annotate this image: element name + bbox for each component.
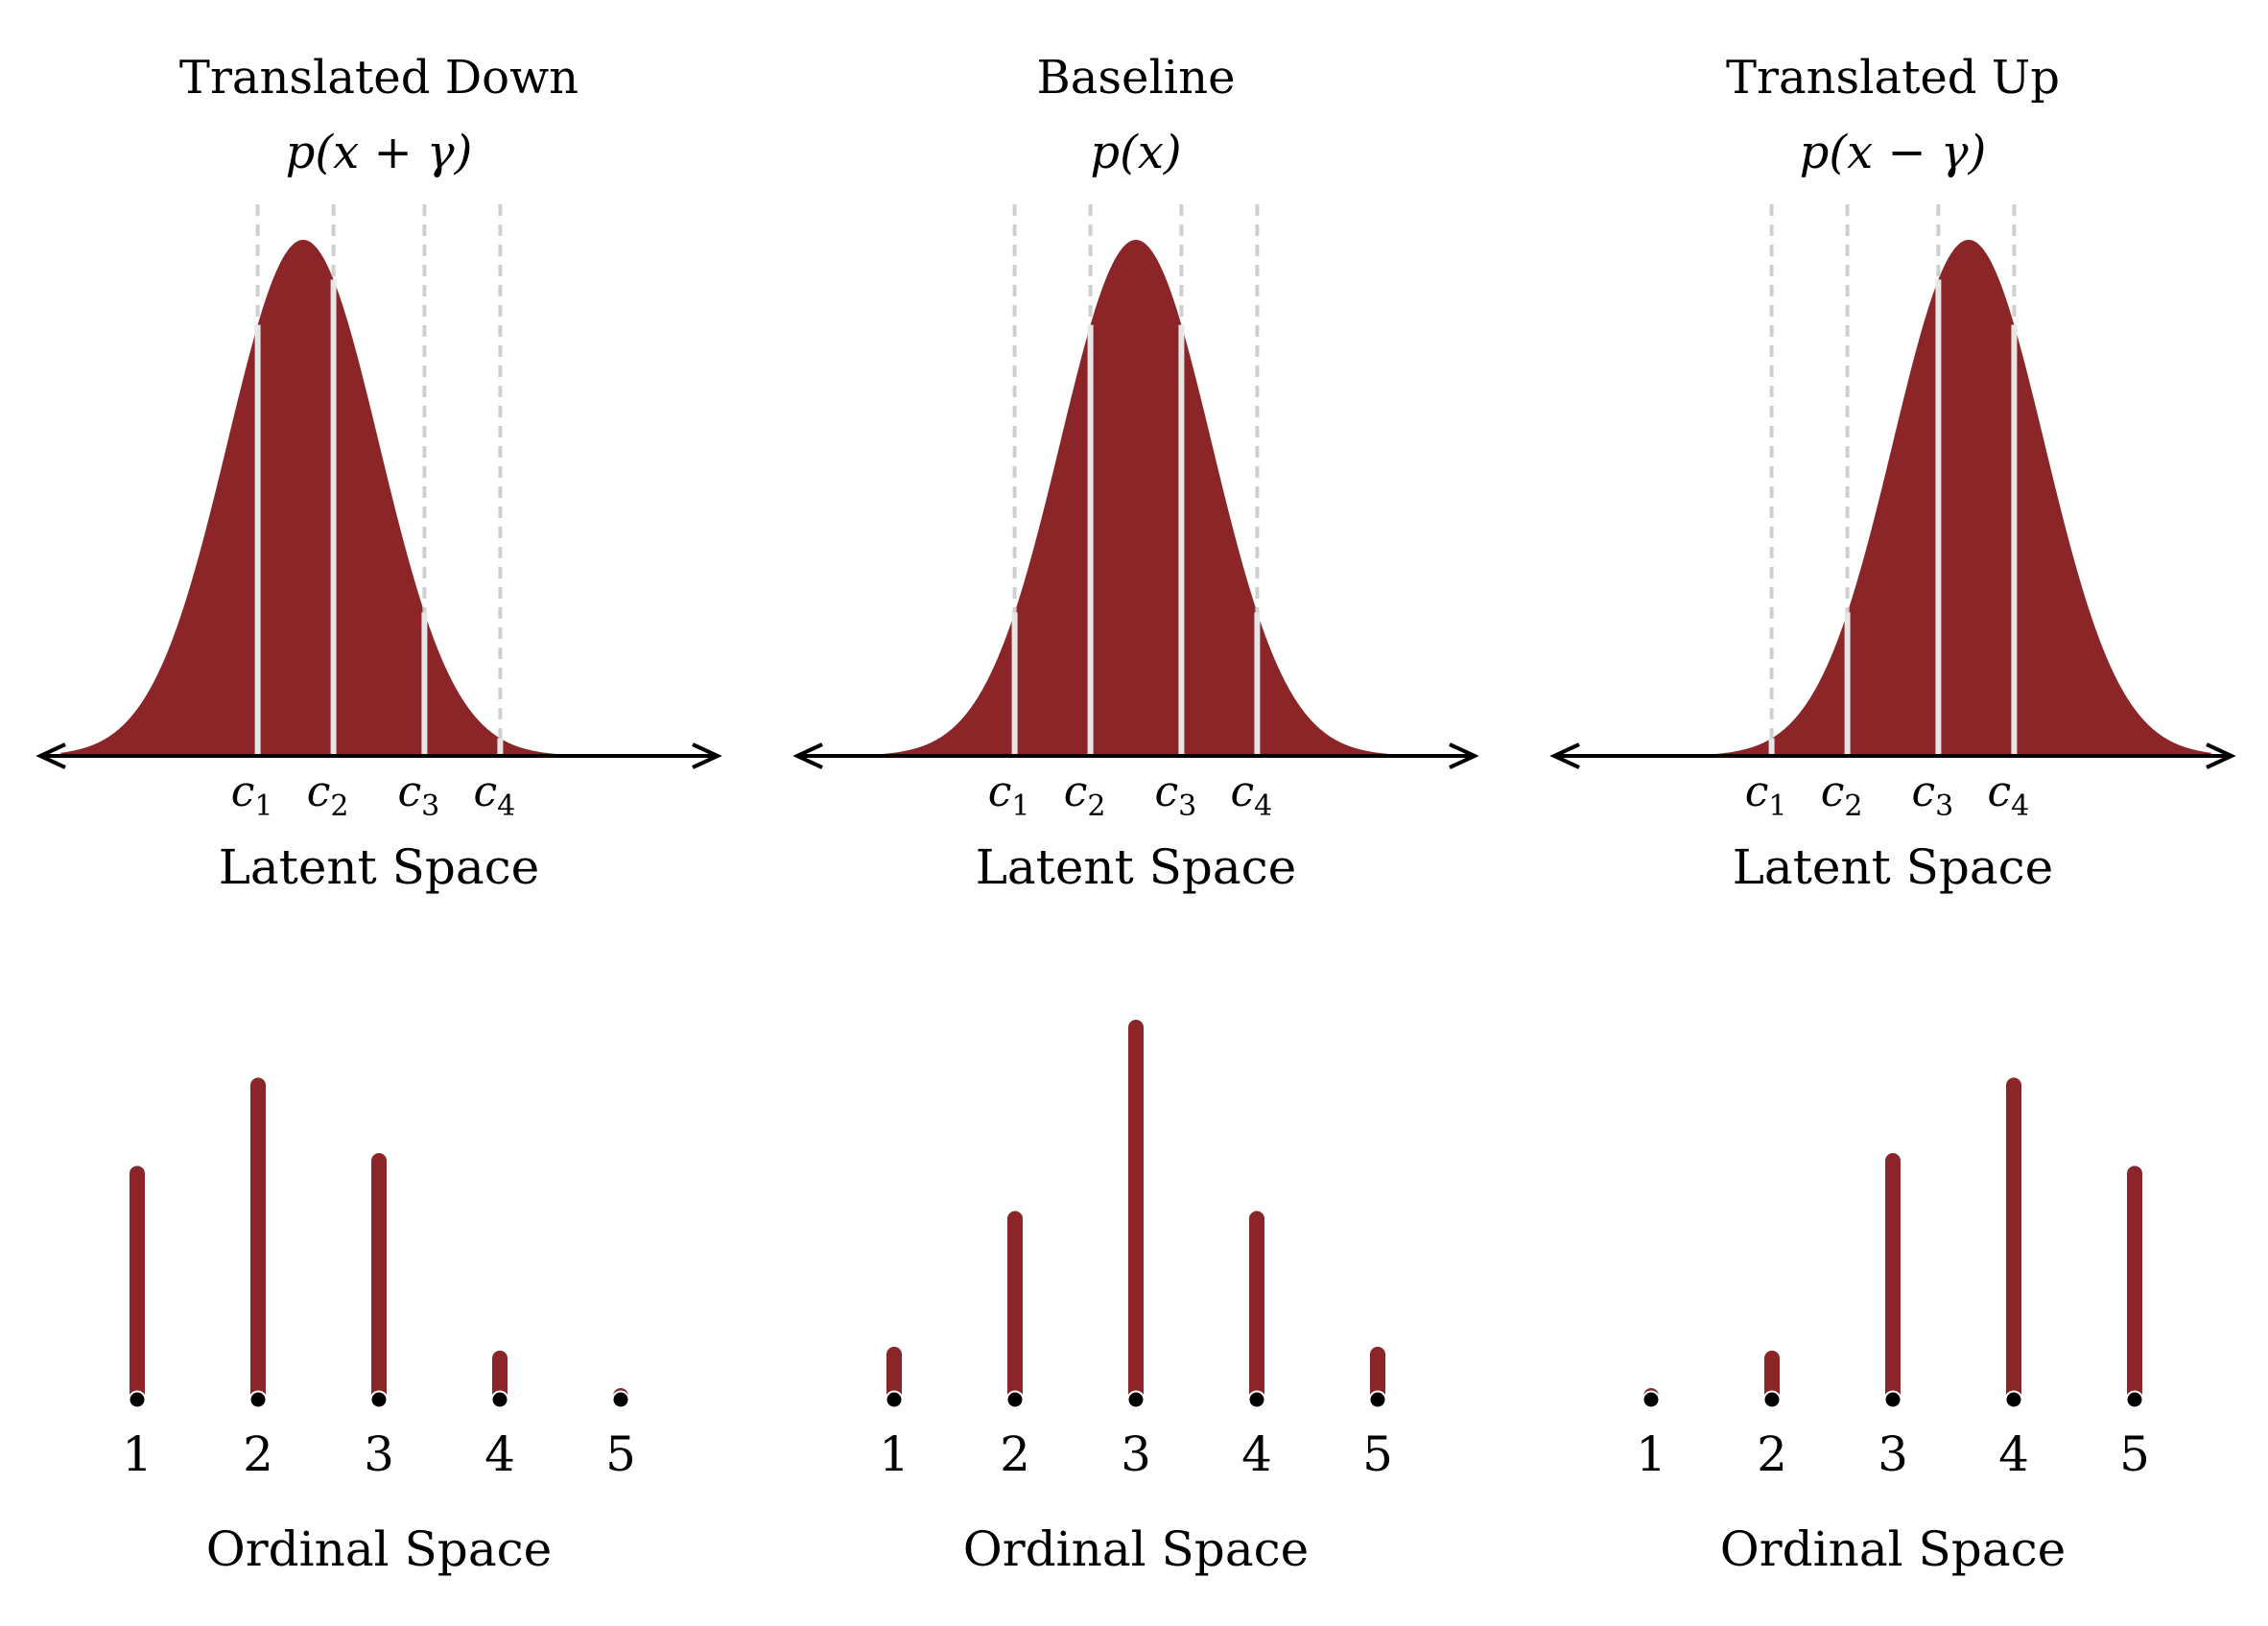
ordinal-point-2 [1005, 1390, 1025, 1409]
category-label-1: 1 [122, 1426, 153, 1482]
panel-formula: p(x) [1090, 126, 1181, 179]
ordinal-point-4 [490, 1390, 509, 1409]
category-label-4: 4 [1998, 1426, 2029, 1482]
panel-title: Translated Down [179, 51, 579, 105]
ordinal-point-5 [611, 1390, 630, 1409]
panel-baseline: Baseline p(x) c1 c2 c3 c4 Latent Space 1 2 3 4 5 Ord… [792, 51, 1479, 1577]
cutpoint-label-1: c1 [231, 767, 273, 823]
latent-space-label: Latent Space [219, 839, 540, 895]
latent-density [817, 240, 1454, 756]
category-label-4: 4 [484, 1426, 515, 1482]
cutpoint-label-2: c2 [1064, 767, 1106, 823]
cutpoint-label-1: c1 [988, 767, 1030, 823]
ordinal-point-3 [1883, 1390, 1902, 1409]
panel-formula: p(x − γ) [1800, 126, 1987, 179]
left-arrow-icon [35, 742, 66, 769]
cutpoint-label-4: c4 [474, 767, 516, 823]
ordinal-point-5 [2125, 1390, 2144, 1409]
category-label-1: 1 [879, 1426, 910, 1482]
category-label-4: 4 [1241, 1426, 1272, 1482]
category-label-3: 3 [1878, 1426, 1908, 1482]
cutpoint-label-2: c2 [1821, 767, 1863, 823]
ordinal-space-label: Ordinal Space [206, 1521, 552, 1577]
ordinal-point-1 [885, 1390, 904, 1409]
category-label-3: 3 [364, 1426, 394, 1482]
ordinal-point-3 [1126, 1390, 1146, 1409]
cutpoint-label-3: c3 [398, 767, 440, 823]
ordinal-point-2 [1762, 1390, 1782, 1409]
ordinal-point-2 [248, 1390, 268, 1409]
latent-density [1574, 240, 2211, 756]
panel-translated-up: Translated Up p(x − γ) c1 c2 c3 c4 Latent Spac… [1549, 51, 2236, 1577]
panel-title: Translated Up [1726, 51, 2060, 105]
category-label-1: 1 [1636, 1426, 1666, 1482]
cutpoint-label-4: c4 [1231, 767, 1273, 823]
cutpoint-label-3: c3 [1155, 767, 1197, 823]
ordinal-point-4 [1247, 1390, 1266, 1409]
left-arrow-icon [1549, 742, 1580, 769]
ordinal-point-1 [1642, 1390, 1661, 1409]
right-arrow-icon [2206, 742, 2236, 769]
ordinal-point-3 [369, 1390, 389, 1409]
category-label-5: 5 [2119, 1426, 2150, 1482]
right-arrow-icon [692, 742, 722, 769]
ordinal-space-label: Ordinal Space [963, 1521, 1309, 1577]
category-label-2: 2 [243, 1426, 273, 1482]
latent-density [60, 240, 697, 756]
ordinal-point-1 [128, 1390, 147, 1409]
cutpoint-label-3: c3 [1912, 767, 1954, 823]
panel-formula: p(x + γ) [286, 126, 473, 179]
ordinal-point-4 [2004, 1390, 2023, 1409]
category-label-2: 2 [1000, 1426, 1030, 1482]
ordinal-point-5 [1368, 1390, 1387, 1409]
latent-space-label: Latent Space [976, 839, 1297, 895]
category-label-5: 5 [605, 1426, 636, 1482]
ordinal-space-label: Ordinal Space [1720, 1521, 2066, 1577]
cutpoint-label-2: c2 [307, 767, 349, 823]
cutpoint-label-4: c4 [1988, 767, 2030, 823]
category-label-3: 3 [1121, 1426, 1151, 1482]
category-label-5: 5 [1362, 1426, 1393, 1482]
right-arrow-icon [1449, 742, 1479, 769]
panel-title: Baseline [1037, 51, 1236, 105]
left-arrow-icon [792, 742, 823, 769]
latent-space-label: Latent Space [1733, 839, 2054, 895]
category-label-2: 2 [1757, 1426, 1787, 1482]
cutpoint-label-1: c1 [1745, 767, 1787, 823]
panel-translated-down: Translated Down p(x + γ) c1 c2 c3 c4 Latent Sp… [35, 51, 722, 1577]
